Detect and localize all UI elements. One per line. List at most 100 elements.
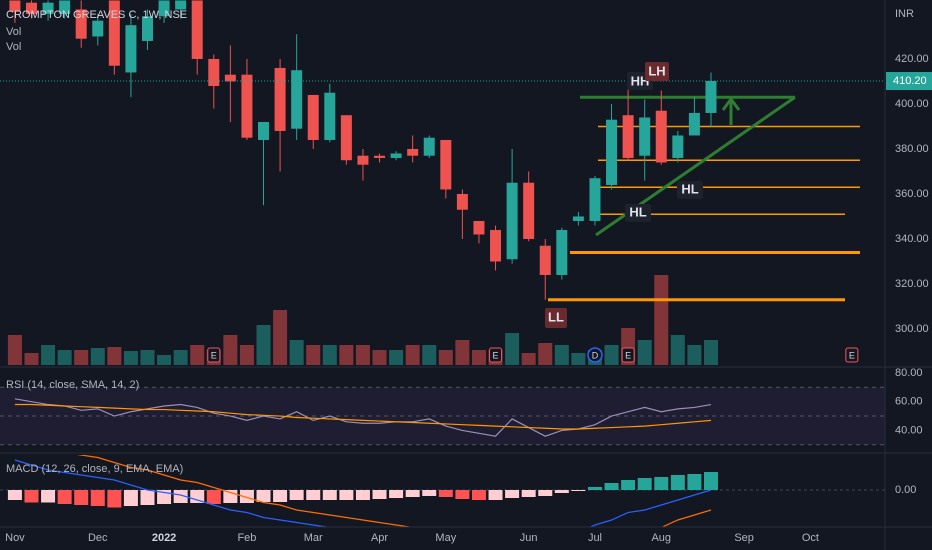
volume-bar [389, 350, 404, 365]
volume-bar [571, 353, 586, 365]
macd-histogram-bar [554, 490, 569, 493]
candle-body [208, 58, 220, 86]
candle-body [390, 153, 402, 158]
x-tick-label: May [435, 532, 456, 544]
volume-bar [703, 340, 718, 365]
volume-bar [239, 345, 254, 365]
candle-body [506, 182, 518, 260]
x-tick-label: Nov [5, 532, 25, 544]
volume-bar [687, 345, 702, 365]
macd-histogram-bar [41, 490, 56, 503]
candle-body [374, 155, 386, 158]
macd-histogram-bar [505, 490, 520, 498]
volume-bar [57, 350, 72, 365]
macd-histogram-bar [405, 490, 420, 497]
candle-body [556, 229, 568, 275]
macd-histogram-bar [488, 490, 503, 500]
volume-bar [339, 345, 354, 365]
volume-bar [405, 345, 420, 365]
macd-tick-label: 0.00 [895, 484, 916, 496]
macd-histogram-bar [7, 490, 22, 500]
rsi-title: RSI (14, close, SMA, 14, 2) [6, 379, 139, 391]
candle-body [589, 178, 601, 221]
volume-bar [422, 345, 437, 365]
event-marker [587, 347, 603, 363]
candle-body [606, 119, 618, 185]
candle-body [42, 2, 54, 14]
arrow [721, 96, 741, 125]
rsi-tick-label: 80.00 [895, 367, 923, 379]
macd-histogram-bar [306, 490, 321, 500]
candle-body [688, 112, 700, 136]
event-marker [489, 347, 503, 363]
macd-histogram-bar [422, 490, 437, 496]
candle-body [108, 0, 120, 66]
candle-body [639, 117, 651, 156]
candle-body [324, 92, 336, 140]
volume-bar [604, 345, 619, 365]
macd-histogram-bar [372, 490, 387, 499]
macd-title: MACD (12, 26, close, 9, EMA, EMA) [6, 463, 183, 475]
x-tick-label: Feb [237, 532, 256, 544]
y-tick-label: 320.00 [895, 278, 929, 290]
candle-body [191, 0, 203, 59]
macd-histogram-bar [587, 487, 602, 490]
macd-histogram-bar [322, 490, 337, 500]
price-tag-label: 410.20 [893, 75, 927, 87]
x-tick-label: Aug [651, 532, 671, 544]
candle-body [9, 0, 21, 12]
annotation: HH [631, 73, 650, 88]
candle-body [407, 148, 419, 156]
macd-histogram-bar [273, 490, 288, 502]
candle-body [258, 121, 270, 140]
macd-histogram-bar [438, 490, 453, 497]
candle-body [291, 70, 303, 129]
volume-bar [455, 340, 470, 365]
y-tick-label: 300.00 [895, 323, 929, 335]
annotation-box [645, 62, 669, 81]
candle-body [274, 67, 286, 131]
macd-histogram-bar [703, 472, 718, 490]
macd-histogram-bar [621, 480, 636, 490]
rsi-tick-label: 40.00 [895, 424, 923, 436]
candle-body [622, 115, 634, 158]
annotation-box [545, 308, 567, 328]
candle-body [655, 110, 667, 163]
event-marker-label: E [493, 350, 499, 360]
volume-bar [41, 345, 56, 365]
candle-body [672, 135, 684, 158]
annotation-box [625, 204, 651, 222]
candle-body [440, 139, 452, 190]
y-tick-label: 340.00 [895, 233, 929, 245]
macd-histogram-bar [206, 490, 221, 504]
macd-histogram-bar [123, 490, 138, 506]
candle-body [539, 245, 551, 275]
macd-line [14, 459, 712, 527]
candle-body [572, 216, 584, 221]
y-tick-label: 380.00 [895, 143, 929, 155]
x-tick-label: Apr [371, 532, 388, 544]
macd-histogram-bar [256, 490, 271, 502]
price-tag [886, 72, 932, 91]
annotation: LH [648, 63, 665, 78]
volume-label: Vol [6, 41, 21, 53]
candle-body [523, 182, 535, 239]
macd-histogram-bar [654, 477, 669, 490]
candle-body [705, 81, 717, 113]
candle-body [307, 94, 319, 140]
volume-bar [521, 353, 536, 365]
macd-histogram-bar [604, 483, 619, 490]
candle-body [340, 115, 352, 161]
currency: INR [895, 8, 914, 20]
macd-histogram-bar [173, 490, 188, 503]
volume-bar [140, 350, 155, 365]
volume-bar [90, 348, 105, 365]
macd-histogram-bar [571, 490, 586, 491]
event-marker [621, 347, 635, 363]
volume-bar [306, 345, 321, 365]
event-marker-label: D [592, 350, 599, 360]
volume-bar [190, 345, 205, 365]
candle-body [456, 193, 468, 210]
macd-histogram-bar [239, 490, 254, 503]
macd-histogram-bar [455, 490, 470, 499]
